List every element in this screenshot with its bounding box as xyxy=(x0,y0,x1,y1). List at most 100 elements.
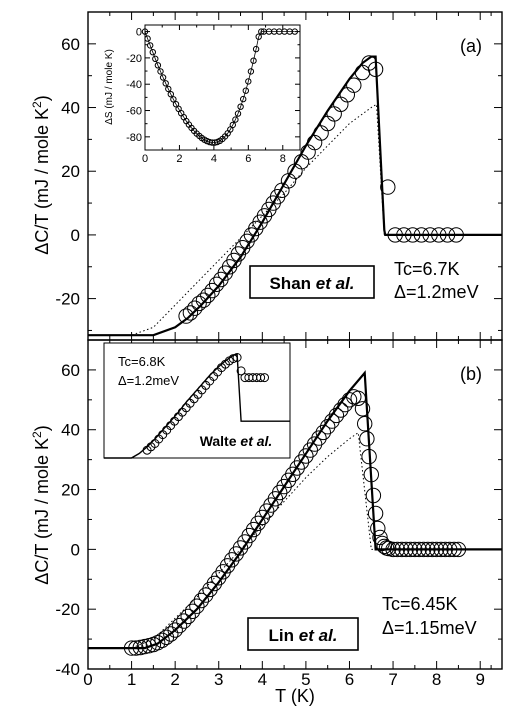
panel-b-data-point xyxy=(272,484,288,501)
panel-b-data-point xyxy=(442,541,458,558)
panel-a-inset-data-point xyxy=(237,103,244,110)
panel-b-data-point xyxy=(424,541,440,558)
panel-a-inset-data-point xyxy=(159,74,167,81)
panel-b-data-point xyxy=(389,541,406,558)
panel-b-inset-data-point xyxy=(232,353,242,362)
panel-b-author-box: Lin et al. xyxy=(247,617,359,651)
panel-a-x-ticks xyxy=(87,12,492,340)
panel-b-data-point xyxy=(202,581,218,598)
panel-b-data-point xyxy=(385,541,401,558)
panel-a-inset-y-axis-label: ΔS (mJ / mole K) xyxy=(104,49,115,125)
panel-a-data-point xyxy=(448,227,464,243)
panel-b-data-point xyxy=(407,541,423,558)
y-tick-label: -20 xyxy=(55,600,80,619)
y-tick-label: 20 xyxy=(61,162,80,181)
panel-a-inset-data-point xyxy=(258,28,265,35)
x-tick-label: 9 xyxy=(475,670,484,689)
panel-a-inset-data-point xyxy=(229,121,237,129)
panel-a-data-point xyxy=(274,182,290,199)
panel-b-data-point xyxy=(211,570,227,586)
panel-a-inset-data-point xyxy=(154,62,162,69)
panel-b-data-point xyxy=(315,424,331,441)
panel-a-data-point xyxy=(195,292,212,308)
panel-b-data-point xyxy=(398,541,414,558)
panel-b-inset-data-point xyxy=(228,354,238,364)
panel-b-tc-annotation: Tc=6.45K xyxy=(382,594,458,614)
panel-b-data-point xyxy=(163,626,179,642)
panel-b-data-point xyxy=(206,575,223,592)
panel-b-data-point xyxy=(428,541,445,558)
x-tick-label: 6 xyxy=(345,670,354,689)
x-tick-label: 8 xyxy=(432,670,441,689)
panel-a-inset-data-point xyxy=(242,87,250,94)
y-tick-label: 20 xyxy=(61,481,80,500)
panel-a-data-point xyxy=(208,276,225,292)
inset-a-x-tick-label: 2 xyxy=(176,153,182,165)
panel-b-label: (b) xyxy=(460,364,482,384)
panel-b-data-point xyxy=(354,401,371,417)
panel-a-data-point xyxy=(178,308,194,324)
panel-b-data-point xyxy=(232,540,249,556)
panel-b-data-point xyxy=(437,541,453,558)
panel-a-inset-data-point xyxy=(250,57,257,64)
x-tick-label: 3 xyxy=(214,670,223,689)
panel-a-data-point xyxy=(182,305,199,321)
panel-b-data-point xyxy=(420,541,436,558)
panel-a-data-point xyxy=(256,208,273,224)
panel-a-data-point xyxy=(422,227,438,243)
panel-b-data-point xyxy=(250,515,266,531)
panel-b-data-point xyxy=(193,592,210,609)
panel-b-data-point xyxy=(184,603,201,619)
inset-a-x-tick-label: 8 xyxy=(280,153,286,165)
x-tick-label: 1 xyxy=(127,670,136,689)
x-tick-label: 4 xyxy=(258,670,267,689)
y-tick-label: -40 xyxy=(55,660,80,679)
panel-a-data-point xyxy=(313,125,329,141)
y-tick-label: 60 xyxy=(61,35,80,54)
panel-b-inset: Tc=6.8K Δ=1.2meV Walte et al. xyxy=(103,342,291,459)
panel-b-data-point xyxy=(306,436,323,452)
panel-b-data-point xyxy=(324,413,340,429)
panel-b-inset-tc-annotation: Tc=6.8K xyxy=(118,354,166,369)
panel-b-data-point xyxy=(357,416,373,432)
panel-a-tc-annotation: Tc=6.7K xyxy=(394,259,460,279)
panel-b-data-point xyxy=(328,407,345,424)
panel-b-data-point xyxy=(411,541,427,558)
panel-b-data-point xyxy=(402,541,419,558)
panel-a-inset-data-point xyxy=(172,101,180,108)
panel-b-data-point xyxy=(433,541,449,558)
panel-b-inset-author-text: Walte et al. xyxy=(200,433,273,449)
panel-b-data-point xyxy=(365,487,382,504)
inset-a-x-tick-label: 6 xyxy=(245,153,251,165)
inset-a-y-tick-label: -80 xyxy=(126,132,142,144)
panel-b-data-point xyxy=(219,558,236,574)
y-tick-label: 0 xyxy=(71,226,80,245)
panel-a-data-point xyxy=(367,61,384,78)
panel-a-inset-data-point xyxy=(157,68,164,75)
x-tick-label: 0 xyxy=(83,670,92,689)
panel-a-inset-data-point xyxy=(149,49,157,56)
panel-b-data-point xyxy=(311,430,327,446)
panel-a-author-box-text: Shan et al. xyxy=(269,274,354,293)
panel-b-fit-dotted-line xyxy=(88,431,502,649)
panel-a-inset-x-ticks: 0 2 4 6 8 xyxy=(142,25,286,165)
y-tick-label: -20 xyxy=(55,290,80,309)
panel-a-data-point xyxy=(380,179,396,195)
panel-a-inset-data-point xyxy=(170,96,177,103)
panel-b-y-ticks: -40 -20 0 20 40 60 xyxy=(55,339,502,679)
panel-a-data-point xyxy=(439,227,456,243)
panel-a-data-point xyxy=(361,55,377,71)
panel-b-data-layer xyxy=(88,370,502,656)
x-tick-labels: 0 1 2 3 4 5 6 7 8 9 xyxy=(83,670,485,689)
panel-a-inset-frame xyxy=(144,24,301,151)
panel-b-inset-data-point xyxy=(260,373,269,383)
panel-b-data-point xyxy=(298,448,314,464)
panel-b-data-point xyxy=(150,635,166,651)
panel-b-data-point xyxy=(228,546,244,562)
panel-b-data-point xyxy=(167,622,183,638)
panel-a-label: (a) xyxy=(460,36,482,56)
panel-b-x-ticks xyxy=(87,340,492,669)
